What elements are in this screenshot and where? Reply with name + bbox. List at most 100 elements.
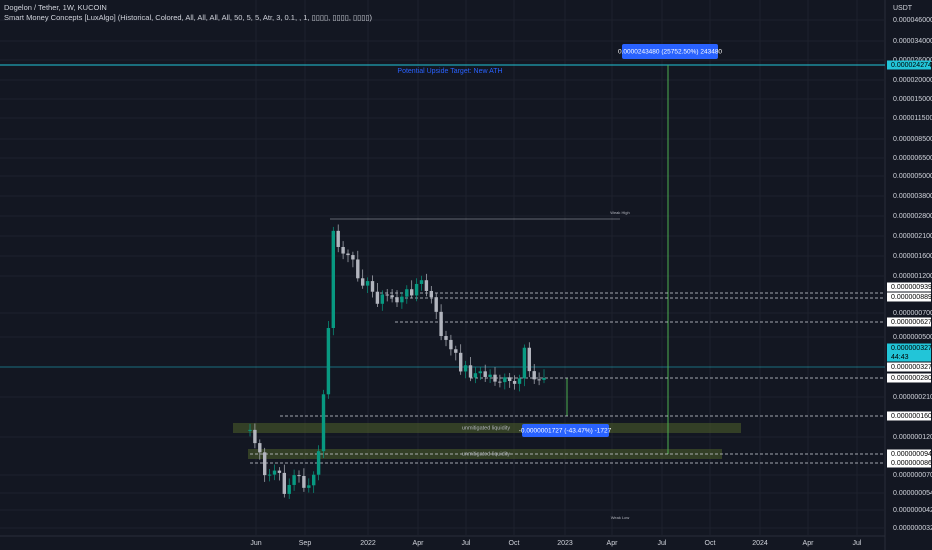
time-label: Apr	[803, 540, 815, 547]
candle-body	[512, 380, 517, 384]
candle-body	[434, 297, 438, 312]
time-label: 2023	[557, 540, 573, 547]
candle-body	[356, 259, 360, 279]
price-tag-label: 0.0000002807	[891, 375, 932, 382]
candle-body	[542, 377, 546, 380]
candle-body	[292, 475, 296, 485]
price-tag-label: 0.0000003270	[891, 345, 932, 352]
candle-body	[459, 352, 463, 372]
level-lines	[250, 292, 885, 464]
candle-body	[405, 289, 409, 297]
price-tag-label: 44:43	[891, 354, 909, 361]
candle-body	[483, 371, 487, 377]
candle-body	[287, 484, 291, 494]
price-tag	[887, 317, 931, 327]
price-unit: USDT	[893, 5, 913, 12]
candle-body	[508, 377, 512, 381]
time-label: Sep	[299, 540, 312, 547]
candle-body	[522, 347, 527, 379]
candle-body	[282, 472, 286, 494]
liquidity-label: unmitigated liquidity	[462, 425, 511, 431]
time-label: Oct	[509, 540, 520, 547]
candle-body	[454, 349, 458, 353]
candle-body	[341, 246, 345, 254]
axes: 0.00004600000.00003400000.00002600000.00…	[250, 17, 932, 547]
time-label: Jul	[462, 540, 471, 547]
time-label: 2022	[360, 540, 376, 547]
candle-body	[410, 289, 414, 296]
candle-body	[463, 365, 468, 372]
price-label: 0.0000000325	[893, 525, 932, 532]
price-tag-label: 0.0000009398	[891, 284, 932, 291]
candle-body	[267, 474, 272, 476]
candle-body	[258, 443, 262, 453]
candle-body	[395, 297, 399, 303]
price-tag	[887, 411, 931, 421]
candle-body	[272, 470, 277, 475]
price-tag-label: 0.0000242744	[891, 62, 932, 69]
candle-body	[263, 452, 267, 476]
candle-body	[488, 374, 492, 377]
candle-body	[444, 336, 448, 340]
candle-body	[517, 378, 522, 384]
candle-body	[473, 373, 478, 378]
candle-body	[424, 280, 429, 291]
price-tag	[887, 282, 931, 292]
time-label: Apr	[413, 540, 425, 547]
price-tag-label: 0.0000006272	[891, 319, 932, 326]
candle-body	[498, 381, 502, 383]
weak-high-label: Weak High	[610, 210, 630, 215]
downside-label: -0.0000001727 (-43.47%) -1727	[519, 428, 612, 435]
candle-body	[400, 296, 404, 303]
target-label: Potential Upside Target: New ATH	[397, 68, 502, 75]
candle-body	[316, 451, 321, 475]
candle-body	[361, 278, 365, 286]
candle-body	[419, 280, 424, 284]
price-tag	[887, 292, 931, 302]
candle-body	[351, 255, 355, 260]
price-tag	[887, 362, 931, 372]
candle-body	[385, 294, 389, 296]
price-tag-label: 0.0000008891	[891, 294, 932, 301]
downside-box	[522, 424, 609, 437]
candles	[248, 224, 546, 499]
candle-body	[478, 371, 482, 374]
upside-label: 0.0000243480 (25752.50%) 243480	[618, 49, 722, 56]
candle-body	[248, 429, 252, 431]
candle-body	[375, 291, 380, 304]
candle-body	[439, 311, 443, 337]
candle-body	[331, 230, 335, 329]
candle-body	[532, 371, 536, 380]
price-tag	[887, 449, 931, 459]
indicator-label: Smart Money Concepts [LuxAlgo] (Historic…	[4, 13, 373, 22]
time-label: Jul	[853, 540, 862, 547]
price-tag	[887, 352, 931, 362]
liquidity-zone	[233, 423, 741, 433]
candle-body	[414, 283, 419, 296]
chart-title: Dogelon / Tether, 1W, KUCOIN	[4, 3, 107, 12]
candle-body	[336, 230, 340, 247]
weak-low-label: Weak Low	[611, 515, 630, 520]
candle-body	[326, 328, 331, 395]
price-tag	[887, 458, 931, 468]
time-label: Oct	[705, 540, 716, 547]
price-tag-label: 0.0000000946	[891, 451, 932, 458]
candle-body	[527, 347, 531, 372]
candle-body	[380, 294, 384, 304]
